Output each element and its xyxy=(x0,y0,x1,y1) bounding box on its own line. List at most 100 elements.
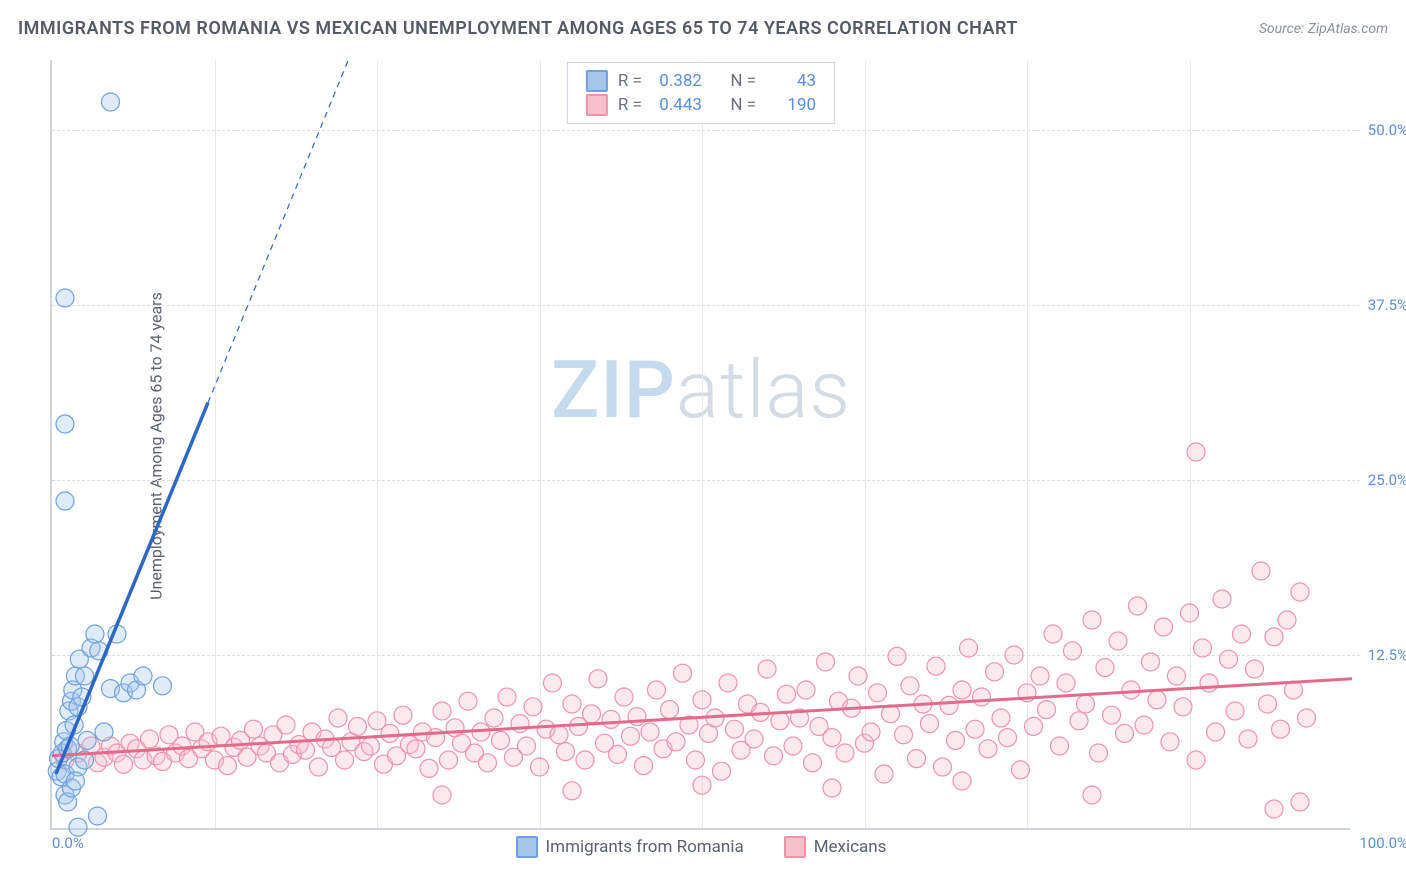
swatch-mexicans-icon xyxy=(586,94,608,116)
data-point xyxy=(1155,618,1173,636)
data-point xyxy=(927,657,945,675)
data-point xyxy=(1012,761,1030,779)
data-point xyxy=(693,691,711,709)
data-point xyxy=(349,717,367,735)
data-point xyxy=(1148,691,1166,709)
data-point xyxy=(641,723,659,741)
data-point xyxy=(823,779,841,797)
data-point xyxy=(1233,625,1251,643)
data-point xyxy=(1025,717,1043,735)
legend-item-romania: Immigrants from Romania xyxy=(516,836,744,858)
data-point xyxy=(78,731,96,749)
data-point xyxy=(1057,674,1075,692)
data-point xyxy=(440,751,458,769)
data-point xyxy=(1129,597,1147,615)
data-point xyxy=(219,757,237,775)
data-point xyxy=(973,688,991,706)
data-point xyxy=(622,727,640,745)
data-point xyxy=(1252,562,1270,580)
data-point xyxy=(693,776,711,794)
data-point xyxy=(297,741,315,759)
data-point xyxy=(531,758,549,776)
data-point xyxy=(95,723,113,741)
scatter-plot: ZIPatlas 12.5%25.0%37.5%50.0%0.0%100.0% … xyxy=(50,60,1350,830)
data-point xyxy=(583,705,601,723)
trend-line-romania-solid xyxy=(56,403,208,774)
data-point xyxy=(901,677,919,695)
data-point xyxy=(953,681,971,699)
data-point xyxy=(66,772,84,790)
data-point xyxy=(141,730,159,748)
data-point xyxy=(1103,706,1121,724)
data-point xyxy=(1298,709,1316,727)
data-point xyxy=(615,688,633,706)
y-tick-label: 12.5% xyxy=(1368,646,1406,664)
data-point xyxy=(1064,642,1082,660)
data-point xyxy=(1122,681,1140,699)
data-point xyxy=(407,740,425,758)
data-point xyxy=(726,720,744,738)
data-point xyxy=(602,710,620,728)
data-point xyxy=(498,688,516,706)
swatch-mexicans-icon xyxy=(784,836,806,858)
data-point xyxy=(1051,737,1069,755)
data-point xyxy=(875,765,893,783)
trend-line-romania-dashed xyxy=(208,60,348,403)
plot-svg xyxy=(52,60,1350,828)
data-point xyxy=(433,786,451,804)
data-point xyxy=(758,660,776,678)
data-point xyxy=(1278,611,1296,629)
data-point xyxy=(986,663,1004,681)
data-point xyxy=(550,726,568,744)
data-point xyxy=(1083,611,1101,629)
data-point xyxy=(102,93,120,111)
data-point xyxy=(1083,786,1101,804)
data-point xyxy=(953,772,971,790)
data-point xyxy=(1077,695,1095,713)
data-point xyxy=(245,720,263,738)
data-point xyxy=(563,782,581,800)
data-point xyxy=(784,737,802,755)
data-point xyxy=(862,723,880,741)
data-point xyxy=(86,625,104,643)
data-point xyxy=(713,762,731,780)
data-point xyxy=(667,733,685,751)
data-point xyxy=(895,726,913,744)
data-point xyxy=(934,758,952,776)
data-point xyxy=(1246,660,1264,678)
data-point xyxy=(563,695,581,713)
data-point xyxy=(134,667,152,685)
data-point xyxy=(518,737,536,755)
data-point xyxy=(329,709,347,727)
data-point xyxy=(1194,639,1212,657)
data-point xyxy=(1135,716,1153,734)
data-point xyxy=(310,758,328,776)
data-point xyxy=(966,720,984,738)
source-label: Source: ZipAtlas.com xyxy=(1259,21,1388,37)
data-point xyxy=(778,685,796,703)
data-point xyxy=(1220,650,1238,668)
data-point xyxy=(1291,583,1309,601)
data-point xyxy=(544,674,562,692)
legend-row-mexicans: R = 0.443 N = 190 xyxy=(586,93,816,117)
data-point xyxy=(1109,632,1127,650)
data-point xyxy=(661,701,679,719)
data-point xyxy=(1291,793,1309,811)
data-point xyxy=(804,754,822,772)
data-point xyxy=(336,751,354,769)
data-point xyxy=(999,729,1017,747)
data-point xyxy=(648,681,666,699)
data-point xyxy=(1265,800,1283,818)
data-point xyxy=(823,729,841,747)
data-point xyxy=(492,731,510,749)
data-point xyxy=(557,743,575,761)
data-point xyxy=(56,492,74,510)
data-point xyxy=(1200,674,1218,692)
y-tick-label: 37.5% xyxy=(1368,296,1406,314)
data-point xyxy=(362,737,380,755)
data-point xyxy=(1142,653,1160,671)
data-point xyxy=(1090,744,1108,762)
y-tick-label: 25.0% xyxy=(1368,471,1406,489)
data-point xyxy=(1187,751,1205,769)
data-point xyxy=(1226,702,1244,720)
